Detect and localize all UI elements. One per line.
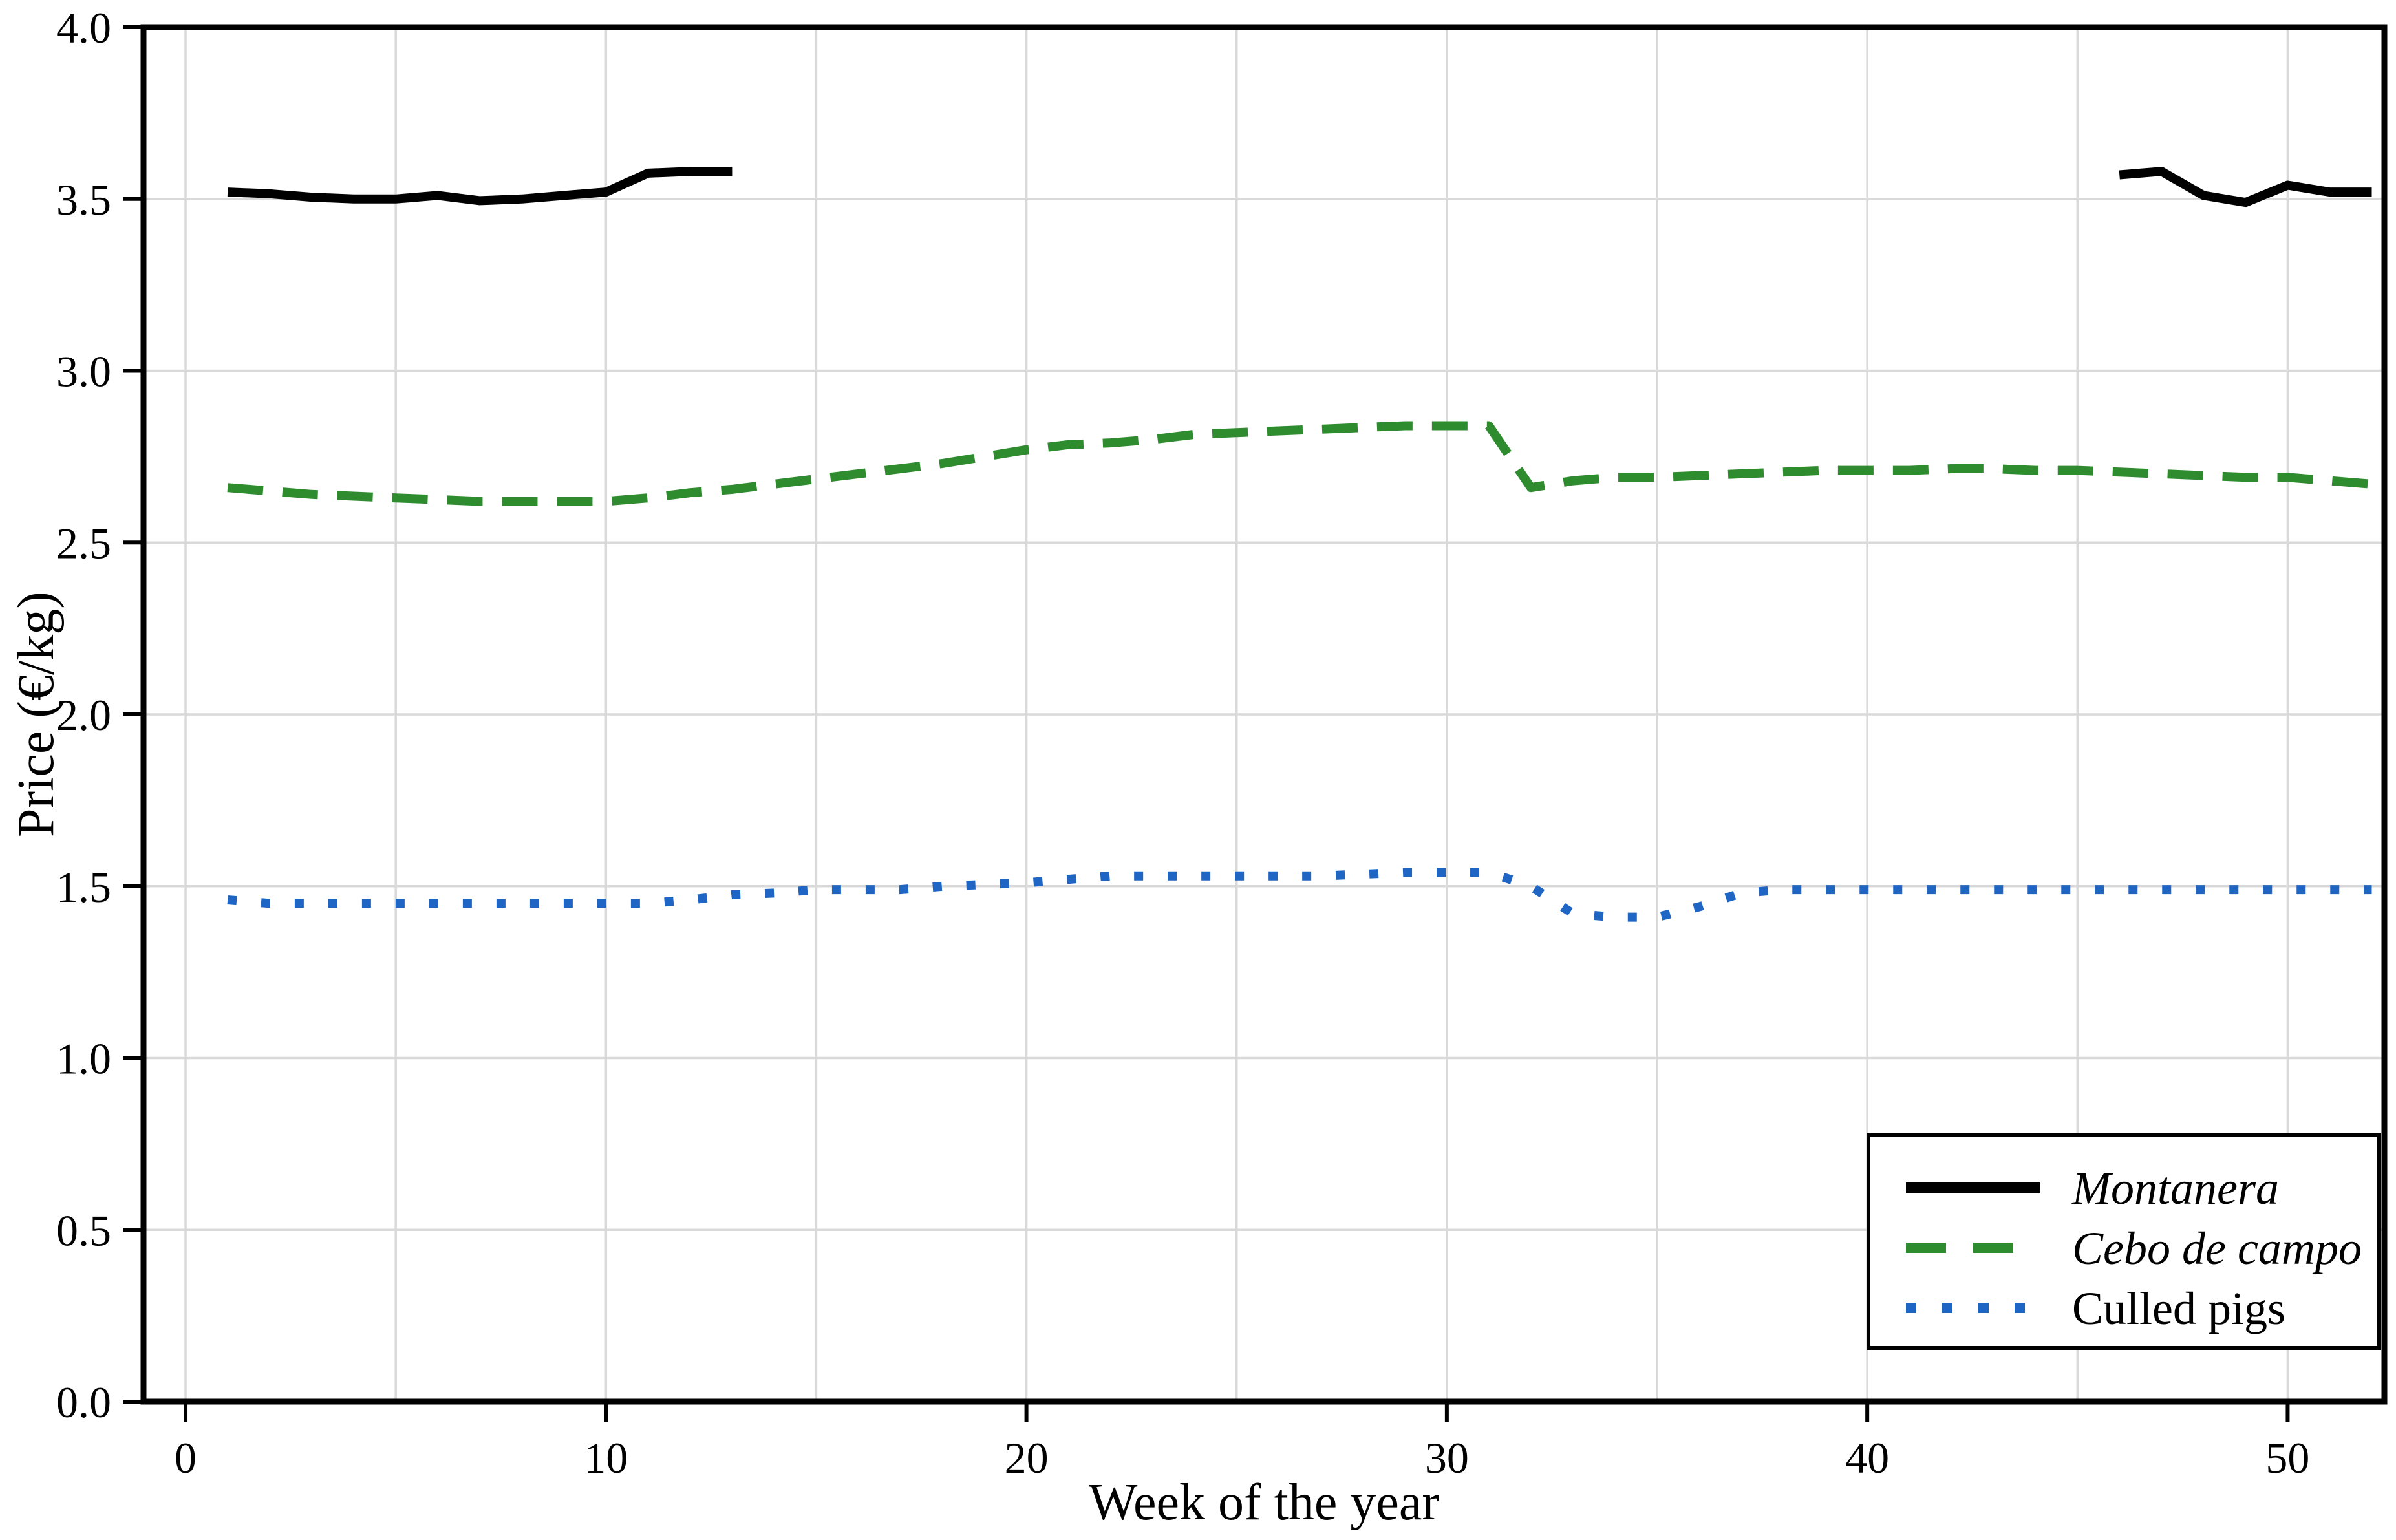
y-tick-label: 0.5 — [56, 1206, 111, 1255]
x-tick-label: 30 — [1425, 1433, 1469, 1482]
x-tick-label: 20 — [1005, 1433, 1049, 1482]
y-tick-label: 1.5 — [56, 862, 111, 912]
y-tick-label: 0.0 — [56, 1378, 111, 1427]
plot-frame — [140, 24, 2388, 1405]
y-tick-label: 2.5 — [56, 519, 111, 568]
y-tick-label: 2.0 — [56, 690, 111, 740]
y-tick-label: 4.0 — [56, 3, 111, 52]
montanera-line — [2119, 167, 2372, 208]
x-axis-title: Week of the year — [1089, 1474, 1439, 1531]
tick-labels: 0 10 20 30 40 50 0.0 0.5 1.0 1.5 2.0 2.5 3.0 3.5 4.0 — [56, 3, 2309, 1482]
gridlines — [144, 27, 2384, 1402]
culled-pigs-line — [227, 868, 2372, 922]
montanera-line — [227, 167, 733, 206]
legend-label-culled-pigs: Culled pigs — [2072, 1283, 2285, 1334]
y-axis-title: Price (€/kg) — [8, 592, 65, 837]
legend-label-cebo-de-campo: Cebo de campo — [2072, 1223, 2362, 1274]
legend-entry-cebo-de-campo: Cebo de campo — [1906, 1223, 2362, 1274]
legend-entry-montanera: Montanera — [1906, 1162, 2279, 1214]
y-tick-label: 1.0 — [56, 1034, 111, 1084]
y-tick-label: 3.5 — [56, 175, 111, 224]
y-tick-label: 3.0 — [56, 347, 111, 396]
cebo-de-campo-line — [227, 421, 2373, 506]
series-lines — [227, 167, 2373, 922]
x-tick-label: 40 — [1845, 1433, 1889, 1482]
x-tick-label: 10 — [584, 1433, 628, 1482]
legend-entry-culled-pigs: Culled pigs — [1906, 1283, 2285, 1334]
legend-label-montanera: Montanera — [2071, 1162, 2279, 1214]
x-tick-label: 0 — [175, 1433, 197, 1482]
legend: Montanera Cebo de campo Culled pigs — [1867, 1133, 2381, 1350]
axis-ticks — [123, 25, 2290, 1422]
legend-box — [1867, 1133, 2381, 1350]
x-tick-label: 50 — [2265, 1433, 2309, 1482]
